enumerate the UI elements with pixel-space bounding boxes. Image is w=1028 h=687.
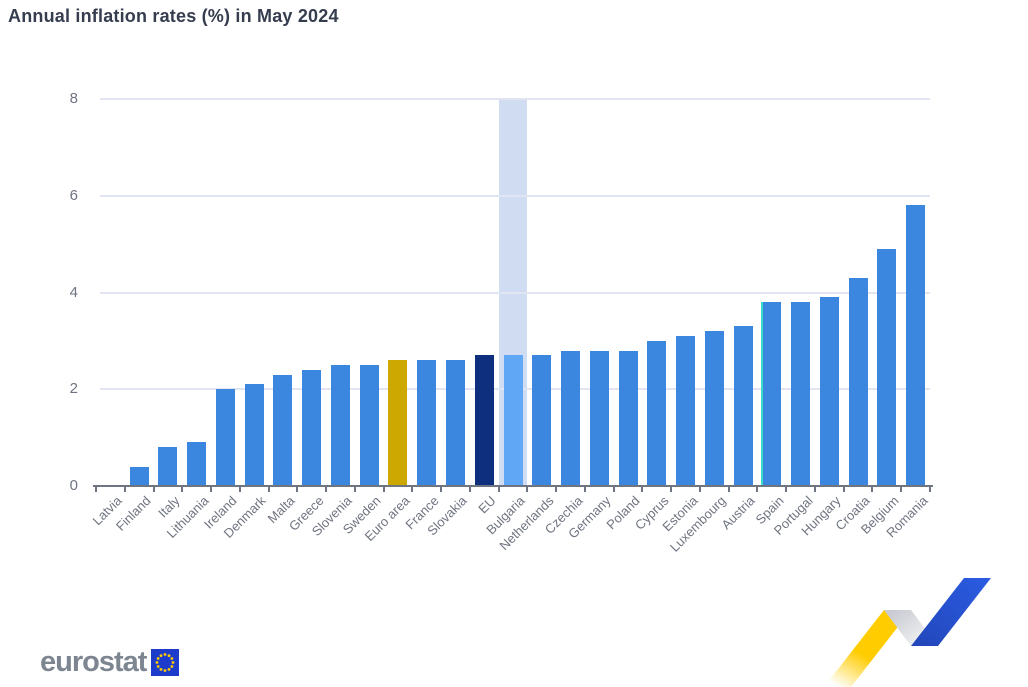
x-axis-tick	[411, 487, 414, 492]
x-axis-tick	[555, 487, 558, 492]
bar-netherlands[interactable]	[532, 355, 552, 486]
bar-ireland[interactable]	[215, 389, 235, 486]
bar-finland[interactable]	[129, 466, 149, 486]
x-axis-tick	[698, 487, 701, 492]
bar-lithuania[interactable]	[187, 442, 207, 486]
x-axis-tick	[612, 487, 615, 492]
bar-croatia[interactable]	[848, 277, 868, 486]
x-axis-tick	[727, 487, 730, 492]
x-axis-tick	[152, 487, 155, 492]
x-axis-tick	[325, 487, 328, 492]
bar-hungary[interactable]	[819, 297, 839, 486]
x-axis-tick	[238, 487, 241, 492]
chart-title: Annual inflation rates (%) in May 2024	[8, 6, 339, 26]
bar-austria[interactable]	[733, 326, 753, 486]
bar-eu[interactable]	[474, 355, 494, 486]
bar-malta[interactable]	[273, 374, 293, 486]
bar-estonia[interactable]	[676, 336, 696, 486]
eu-flag-icon	[151, 648, 180, 676]
x-axis-tick	[468, 487, 471, 492]
bar-belgium[interactable]	[877, 248, 897, 486]
bar-italy[interactable]	[158, 447, 178, 486]
x-axis-tick	[900, 487, 903, 492]
gridline-y4	[100, 291, 930, 294]
x-axis-tick	[641, 487, 644, 492]
cursor-line	[760, 302, 763, 486]
gridline-y6	[100, 194, 930, 197]
x-axis-tick	[929, 487, 931, 492]
bar-france[interactable]	[417, 360, 437, 486]
x-axis-tick	[181, 487, 184, 492]
y-axis-label-6: 6	[69, 186, 78, 204]
bar-sweden[interactable]	[359, 365, 379, 486]
bar-euro-area[interactable]	[388, 360, 408, 486]
x-axis-tick	[785, 487, 788, 492]
x-axis-tick	[267, 487, 270, 492]
y-axis-label-0: 0	[69, 477, 78, 494]
bar-romania[interactable]	[906, 205, 926, 486]
x-axis-tick	[440, 487, 443, 492]
x-axis-tick	[526, 487, 529, 492]
x-axis-tick	[842, 487, 845, 492]
x-axis-tick	[871, 487, 874, 492]
x-axis-tick	[123, 487, 126, 492]
x-axis-tick	[756, 487, 759, 492]
bar-greece[interactable]	[302, 369, 322, 486]
x-axis-tick	[497, 487, 500, 492]
gridline-y8	[100, 98, 930, 100]
bar-slovenia[interactable]	[330, 365, 350, 486]
bar-czechia[interactable]	[561, 350, 581, 486]
bar-slovakia[interactable]	[445, 360, 465, 486]
x-axis-tick	[670, 487, 673, 492]
bar-portugal[interactable]	[791, 302, 811, 486]
bar-germany[interactable]	[589, 350, 609, 486]
bar-denmark[interactable]	[244, 384, 264, 486]
y-axis-label-8: 8	[69, 90, 78, 107]
x-axis-tick	[210, 487, 213, 492]
bar-spain[interactable]	[762, 302, 782, 486]
bar-bulgaria[interactable]	[503, 355, 523, 486]
x-axis-tick	[296, 487, 299, 492]
y-axis-label-2: 2	[69, 380, 78, 398]
bar-poland[interactable]	[618, 350, 638, 486]
y-axis-label-4: 4	[69, 283, 78, 301]
eurostat-logo: eurostat	[40, 646, 180, 678]
x-axis-line	[93, 485, 933, 487]
x-axis-tick	[813, 487, 816, 492]
x-axis-tick	[382, 487, 385, 492]
bar-luxembourg[interactable]	[704, 331, 724, 486]
bar-cyprus[interactable]	[647, 340, 667, 486]
eurostat-logo-text: eurostat	[40, 646, 147, 678]
x-axis-tick	[353, 487, 356, 492]
x-axis-tick	[95, 487, 97, 492]
x-axis-tick	[583, 487, 586, 492]
